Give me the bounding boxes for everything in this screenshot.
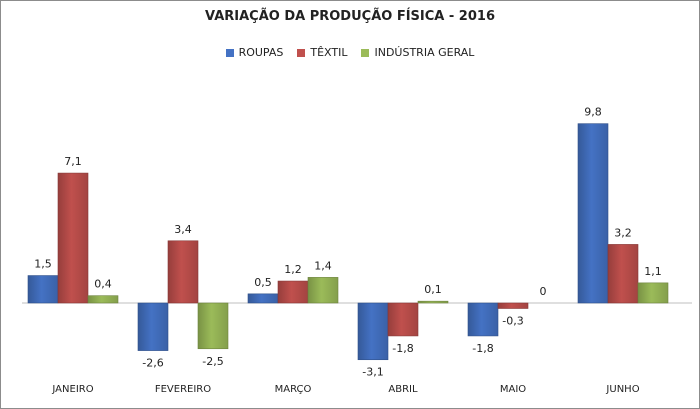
- data-label: -1,8: [472, 342, 493, 355]
- bar-indústria-geral-junho: [637, 282, 669, 304]
- data-label: 3,4: [174, 223, 192, 236]
- bar-indústria-geral-fevereiro: [197, 302, 229, 350]
- data-label: -1,8: [392, 342, 413, 355]
- bar-roupas-fevereiro: [137, 302, 169, 351]
- legend-swatch-roupas: [225, 48, 234, 57]
- legend-label-textil: TÊXTIL: [310, 46, 348, 59]
- data-label: 1,4: [314, 259, 332, 272]
- bar-indústria-geral-janeiro: [87, 295, 119, 304]
- data-label: 9,8: [584, 106, 602, 119]
- data-label: 1,5: [34, 258, 52, 271]
- category-label: JANEIRO: [51, 384, 93, 395]
- data-label: -2,5: [202, 355, 223, 368]
- category-label: JUNHO: [605, 384, 639, 395]
- data-label: 0,5: [254, 276, 272, 289]
- bar-têxtil-março: [277, 280, 309, 304]
- data-label: 1,2: [284, 263, 302, 276]
- bar-têxtil-janeiro: [57, 172, 89, 304]
- data-label: 7,1: [64, 155, 82, 168]
- bar-têxtil-fevereiro: [167, 240, 199, 304]
- bar-indústria-geral-março: [307, 277, 339, 304]
- bar-têxtil-abril: [387, 302, 419, 337]
- bar-roupas-março: [247, 293, 279, 304]
- legend-item-textil: TÊXTIL: [297, 46, 347, 59]
- legend-item-roupas: ROUPAS: [225, 46, 284, 59]
- bar-roupas-abril: [357, 302, 389, 361]
- legend-label-roupas: ROUPAS: [238, 46, 284, 59]
- bar-indústria-geral-abril: [417, 300, 449, 304]
- data-label: 0: [540, 285, 547, 298]
- bar-têxtil-maio: [497, 302, 529, 309]
- bar-têxtil-junho: [607, 244, 639, 304]
- data-label: 3,2: [614, 226, 632, 239]
- category-label: ABRIL: [388, 384, 418, 395]
- bar-roupas-maio: [467, 302, 499, 337]
- category-label: MAIO: [500, 384, 526, 395]
- legend-item-industria-geral: INDÚSTRIA GERAL: [361, 46, 474, 59]
- legend-label-industria-geral: INDÚSTRIA GERAL: [374, 46, 475, 59]
- legend-swatch-textil: [297, 48, 306, 57]
- data-label: -0,3: [502, 314, 523, 327]
- data-label: -3,1: [362, 366, 383, 379]
- category-label: FEVEREIRO: [155, 384, 211, 395]
- category-label: MARÇO: [275, 384, 312, 395]
- chart-title: VARIAÇÃO DA PRODUÇÃO FÍSICA - 2016: [205, 9, 495, 24]
- data-label: -2,6: [142, 357, 163, 370]
- legend: ROUPAS TÊXTIL INDÚSTRIA GERAL: [0, 46, 700, 59]
- data-label: 0,4: [94, 278, 112, 291]
- data-label: 1,1: [644, 265, 662, 278]
- bar-roupas-junho: [577, 123, 609, 304]
- data-label: 0,1: [424, 283, 442, 296]
- bar-roupas-janeiro: [27, 275, 59, 304]
- legend-swatch-industria-geral: [361, 48, 370, 57]
